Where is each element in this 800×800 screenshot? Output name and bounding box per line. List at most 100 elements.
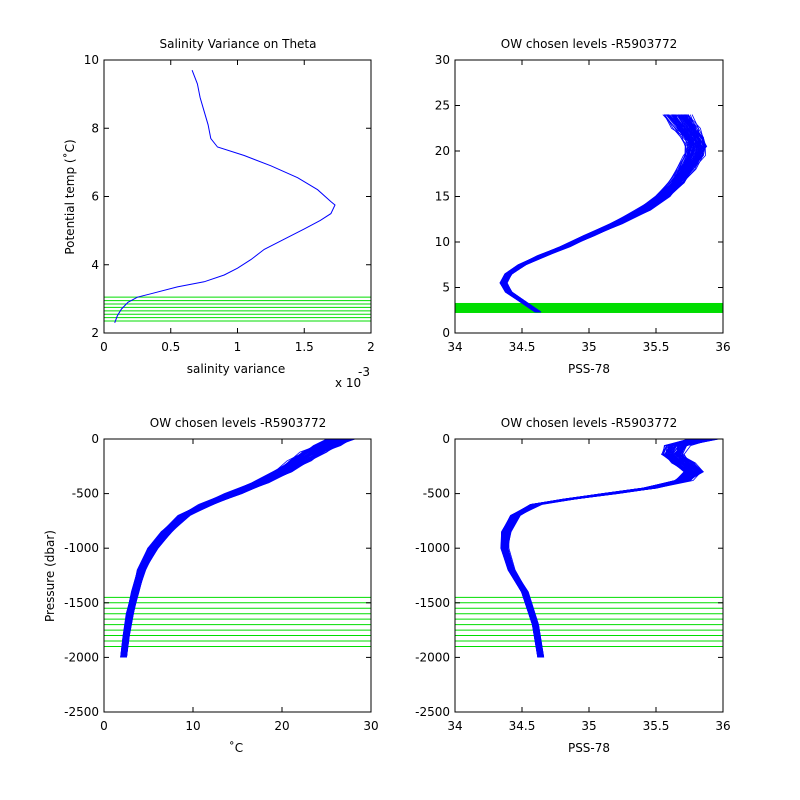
y-axis-label: Potential temp (˚C) xyxy=(62,139,77,254)
y-tick-label: 8 xyxy=(91,121,99,135)
profile-line xyxy=(501,114,697,313)
profile-line xyxy=(122,439,339,658)
y-tick-label: -1000 xyxy=(64,541,99,555)
x-tick-label: 2 xyxy=(367,340,375,354)
profile-line xyxy=(502,114,695,313)
profile-line xyxy=(505,114,704,313)
profile-line xyxy=(502,114,701,313)
y-tick-label: 0 xyxy=(91,432,99,446)
x-tick-label: 36 xyxy=(715,719,730,733)
profile-line xyxy=(501,114,695,313)
x-tick-label: 0 xyxy=(100,340,108,354)
profile-line xyxy=(504,114,700,313)
profile-line xyxy=(504,114,701,313)
plot-area xyxy=(104,439,371,658)
y-tick-label: -1000 xyxy=(415,541,450,555)
profile-line xyxy=(499,114,687,313)
profile-line xyxy=(504,114,703,313)
profile-line xyxy=(504,114,700,313)
profile-line xyxy=(506,114,706,313)
profile-line xyxy=(503,114,697,313)
y-tick-label: 25 xyxy=(435,99,450,113)
plot-area xyxy=(104,70,371,323)
profile-line xyxy=(506,114,704,313)
panel-pressure-vs-salinity: OW chosen levels -R5903772 PSS-78 34 34.5… xyxy=(415,416,731,755)
x-tick-label: 35 xyxy=(581,719,596,733)
profile-line xyxy=(505,114,704,313)
profile-line xyxy=(505,114,706,313)
profile-line xyxy=(504,114,703,313)
profile-line xyxy=(505,114,705,313)
y-tick-label: -2000 xyxy=(415,650,450,664)
chart-title: Salinity Variance on Theta xyxy=(160,37,317,51)
plot-area xyxy=(455,439,723,658)
chosen-level-band xyxy=(455,302,723,313)
x-tick-label: 35.5 xyxy=(643,719,670,733)
x-tick-label: 35 xyxy=(581,340,596,354)
y-tick-label: 5 xyxy=(442,281,450,295)
profile-line xyxy=(501,114,695,313)
x-tick-label: 1.5 xyxy=(295,340,314,354)
profile-line xyxy=(505,114,705,313)
profile-line xyxy=(499,114,693,313)
chart-title: OW chosen levels -R5903772 xyxy=(501,37,677,51)
profile-line xyxy=(501,114,693,313)
profile-line xyxy=(505,114,703,313)
profile-line xyxy=(500,114,689,313)
x-axis-label: salinity variance xyxy=(187,362,286,376)
x-exponent-label: x 10 xyxy=(335,376,361,390)
profile-line xyxy=(502,114,696,313)
profile-line xyxy=(503,114,702,313)
y-tick-label: -2500 xyxy=(415,705,450,719)
x-tick-label: 0 xyxy=(100,719,108,733)
y-axis-label: Pressure (dbar) xyxy=(43,530,57,622)
profile-line xyxy=(503,114,699,313)
profile-line xyxy=(504,114,706,313)
profile-line xyxy=(503,114,699,313)
profile-line xyxy=(505,114,706,313)
profile-line xyxy=(123,439,343,658)
profile-line xyxy=(502,114,695,313)
x-tick-label: 34.5 xyxy=(509,340,536,354)
profile-line xyxy=(504,114,702,313)
y-tick-label: 4 xyxy=(91,258,99,272)
profile-line xyxy=(500,114,693,313)
profile-line xyxy=(502,114,699,313)
profile-line xyxy=(504,114,700,313)
panel-pressure-vs-temperature: OW chosen levels -R5903772 ˚C Pressure (… xyxy=(43,416,379,755)
profile-line xyxy=(505,114,703,313)
profile-line xyxy=(504,114,703,313)
profile-line xyxy=(505,114,706,313)
y-tick-label: 2 xyxy=(91,326,99,340)
profile-line xyxy=(505,114,706,313)
profile-line xyxy=(503,114,698,313)
profile-line xyxy=(503,114,702,313)
profile-line xyxy=(504,114,704,313)
x-tick-label: 35.5 xyxy=(643,340,670,354)
y-tick-label: 20 xyxy=(435,144,450,158)
profile-line xyxy=(500,114,691,313)
y-tick-label: -2500 xyxy=(64,705,99,719)
series-line xyxy=(114,70,336,323)
profile-line xyxy=(499,114,686,313)
y-tick-label: 10 xyxy=(435,235,450,249)
x-axis-label: PSS-78 xyxy=(568,741,610,755)
y-tick-label: -500 xyxy=(423,487,450,501)
axes-frame xyxy=(103,438,372,713)
profile-line xyxy=(504,114,701,313)
x-tick-label: 10 xyxy=(185,719,200,733)
y-tick-label: 30 xyxy=(435,53,450,67)
y-tick-label: 10 xyxy=(84,53,99,67)
y-tick-label: -1500 xyxy=(64,596,99,610)
y-tick-label: -2000 xyxy=(64,650,99,664)
profile-line xyxy=(501,114,692,313)
x-tick-label: 20 xyxy=(274,719,289,733)
x-tick-label: 34 xyxy=(447,340,462,354)
axes-frame xyxy=(454,59,724,334)
profile-line xyxy=(504,114,702,313)
chart-title: OW chosen levels -R5903772 xyxy=(501,416,677,430)
profile-line xyxy=(505,114,703,313)
panel-salinity-variance: Salinity Variance on Theta salinity vari… xyxy=(62,37,375,390)
profile-line xyxy=(502,114,697,313)
x-tick-label: 1 xyxy=(234,340,242,354)
